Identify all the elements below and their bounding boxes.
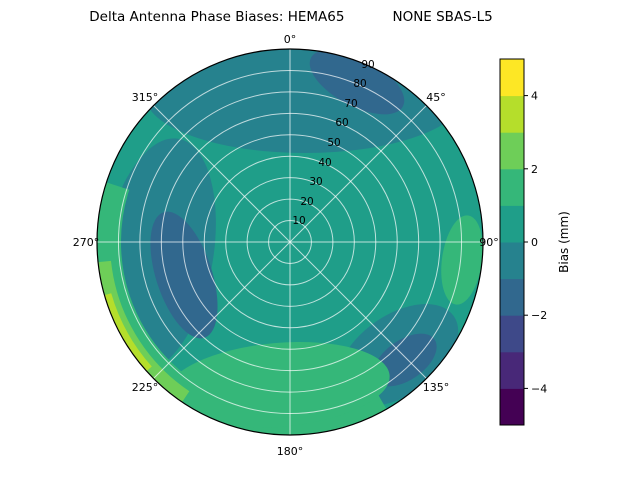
azimuth-tick-label: 225° — [132, 381, 159, 394]
chart-title-right: NONE SBAS-L5 — [392, 9, 493, 25]
radial-tick-label: 70 — [344, 98, 357, 110]
colorbar-band — [500, 315, 524, 353]
colorbar-tick-label: −4 — [531, 382, 547, 395]
azimuth-tick-label: 180° — [277, 445, 304, 458]
contour-region — [441, 215, 483, 305]
radial-tick-label: 80 — [353, 78, 366, 90]
colorbar-tick-label: −2 — [531, 309, 547, 322]
radial-tick-label: 60 — [335, 117, 348, 129]
azimuth-tick-label: 135° — [423, 381, 450, 394]
colorbar-band — [500, 205, 524, 243]
azimuth-tick-label: 45° — [426, 91, 446, 104]
radial-tick-label: 90 — [361, 59, 374, 71]
colorbar-tick-label: 4 — [531, 90, 538, 103]
contour-region — [309, 49, 405, 115]
colorbar-band — [500, 59, 524, 97]
colorbar-band — [500, 351, 524, 389]
colorbar-band — [500, 388, 524, 426]
radial-tick-label: 20 — [300, 196, 313, 208]
chart-title-left: Delta Antenna Phase Biases: HEMA65 — [89, 9, 345, 25]
polar-grid — [97, 49, 483, 435]
colorbar-band — [500, 95, 524, 133]
contour-region — [150, 211, 218, 339]
colorbar-axis-label: Bias (mm) — [557, 211, 571, 273]
colorbar-tick-label: 2 — [531, 163, 538, 176]
colorbar-band — [500, 278, 524, 316]
azimuth-tick-label: 0° — [284, 33, 297, 46]
radial-tick-label: 30 — [309, 176, 322, 188]
chart-title: Delta Antenna Phase Biases: HEMA65 NONE … — [0, 8, 582, 26]
colorbar-band — [500, 132, 524, 170]
radial-tick-label: 40 — [318, 157, 331, 169]
azimuth-tick-label: 315° — [132, 91, 159, 104]
contour-region — [101, 293, 152, 374]
colorbar-tick-label: 0 — [531, 236, 538, 249]
polar-border — [96, 48, 484, 436]
colorbar-band — [500, 168, 524, 206]
azimuth-tick-label: 90° — [479, 236, 499, 249]
azimuth-tick-label: 270° — [73, 236, 100, 249]
radial-tick-label: 50 — [327, 137, 340, 149]
colorbar-band — [500, 242, 524, 280]
radial-tick-label: 10 — [292, 215, 305, 227]
contour-region — [166, 342, 390, 428]
